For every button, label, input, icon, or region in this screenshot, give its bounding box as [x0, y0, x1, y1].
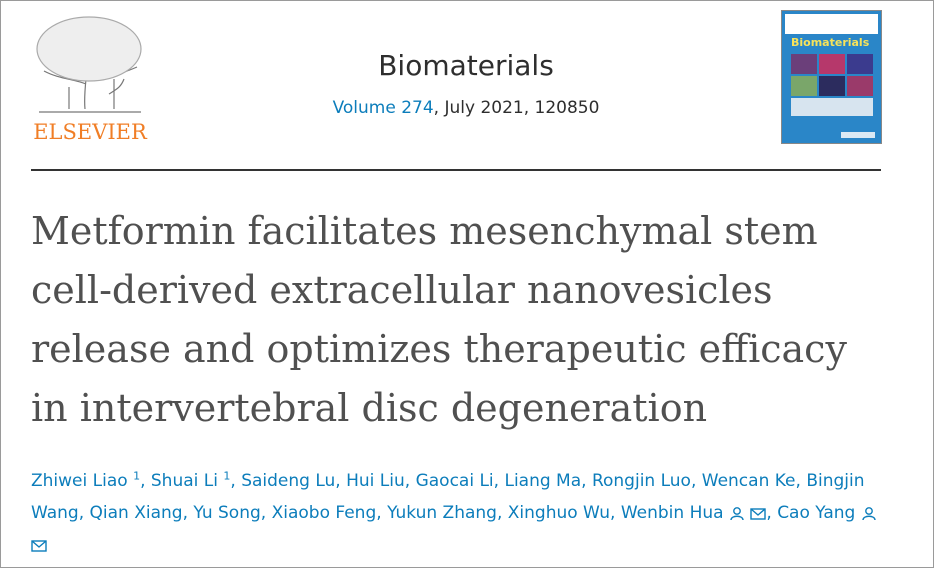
separator: , — [496, 503, 503, 523]
author[interactable]: Saideng Lu, — [241, 471, 341, 491]
author[interactable]: Yukun Zhang, — [387, 503, 502, 523]
separator: , — [140, 471, 146, 491]
author-icons[interactable] — [724, 503, 767, 523]
volume-link[interactable]: Volume 274 — [332, 98, 434, 118]
email-icon[interactable] — [31, 539, 47, 552]
publisher: ELSEVIER — [33, 120, 148, 144]
separator: , — [795, 471, 801, 491]
separator: , — [260, 503, 267, 523]
author-icon[interactable] — [729, 506, 745, 521]
separator: , — [690, 471, 697, 491]
separator: , — [376, 503, 382, 523]
author-name[interactable]: Rongjin Luo — [591, 471, 691, 491]
author-icon[interactable] — [861, 506, 877, 521]
author[interactable]: Zhiwei Liao 1, — [31, 469, 146, 491]
author-name[interactable]: Saideng Lu — [241, 471, 336, 491]
separator: , — [335, 471, 341, 491]
separator: , — [404, 471, 411, 491]
author-name[interactable]: Xiaobo Feng — [271, 503, 377, 523]
author-icons[interactable] — [31, 503, 877, 555]
author[interactable]: Wencan Ke, — [702, 471, 801, 491]
separator: , — [78, 503, 85, 523]
author[interactable]: Xinghuo Wu, — [508, 503, 616, 523]
author-name[interactable]: Zhiwei Liao — [31, 471, 128, 491]
author-name[interactable]: Bingjin Wang — [31, 471, 865, 523]
author[interactable]: Liang Ma, — [504, 471, 586, 491]
author-name[interactable]: Shuai Li — [150, 471, 218, 491]
separator: , — [230, 471, 236, 491]
author-name[interactable]: Hui Liu — [346, 471, 405, 491]
author[interactable]: Bingjin Wang, — [31, 471, 865, 523]
author-name[interactable]: Yukun Zhang — [387, 503, 497, 523]
author-name[interactable]: Wenbin Hua — [620, 503, 724, 523]
journal-name[interactable]: Biomaterials — [378, 49, 554, 82]
author-list: Zhiwei Liao 1, Shuai Li 1, Saideng Lu, H… — [31, 465, 891, 561]
separator: , — [493, 471, 500, 491]
affiliation-ref[interactable]: 1 — [223, 469, 231, 483]
elsevier-logo[interactable]: ELSEVIER — [29, 9, 151, 147]
author[interactable]: Hui Liu, — [346, 471, 410, 491]
author-name[interactable]: Wencan Ke — [701, 471, 796, 491]
author[interactable]: Cao Yang — [31, 503, 877, 555]
separator: , — [581, 471, 587, 491]
separator: , — [182, 503, 188, 523]
divider — [31, 169, 881, 171]
email-icon[interactable] — [750, 507, 767, 520]
author-name[interactable]: Gaocai Li — [415, 471, 494, 491]
author[interactable]: Yu Song, — [193, 503, 266, 523]
author[interactable]: Wenbin Hua , — [621, 503, 772, 523]
cover-title: Biomaterials — [791, 36, 870, 49]
author-name[interactable]: Yu Song — [193, 503, 261, 523]
author-name[interactable]: Liang Ma — [504, 471, 582, 491]
issue-info: , July 2021, 120850 — [433, 98, 600, 118]
affiliation-ref[interactable]: 1 — [133, 469, 141, 483]
separator: , — [766, 503, 772, 523]
author[interactable]: Qian Xiang, — [90, 503, 188, 523]
author-name[interactable]: Cao Yang — [777, 503, 856, 523]
author-name[interactable]: Qian Xiang — [89, 503, 183, 523]
issue-line: Volume 274, July 2021, 120850 — [261, 98, 671, 118]
journal-cover[interactable]: Biomaterials — [781, 10, 882, 144]
author[interactable]: Gaocai Li, — [416, 471, 499, 491]
separator: , — [610, 503, 616, 523]
author[interactable]: Shuai Li 1, — [150, 469, 236, 491]
author[interactable]: Rongjin Luo, — [592, 471, 696, 491]
author-name[interactable]: Xinghuo Wu — [507, 503, 611, 523]
author[interactable]: Xiaobo Feng, — [272, 503, 382, 523]
article-title: Metformin facilitates mesenchymal stem c… — [31, 209, 847, 430]
